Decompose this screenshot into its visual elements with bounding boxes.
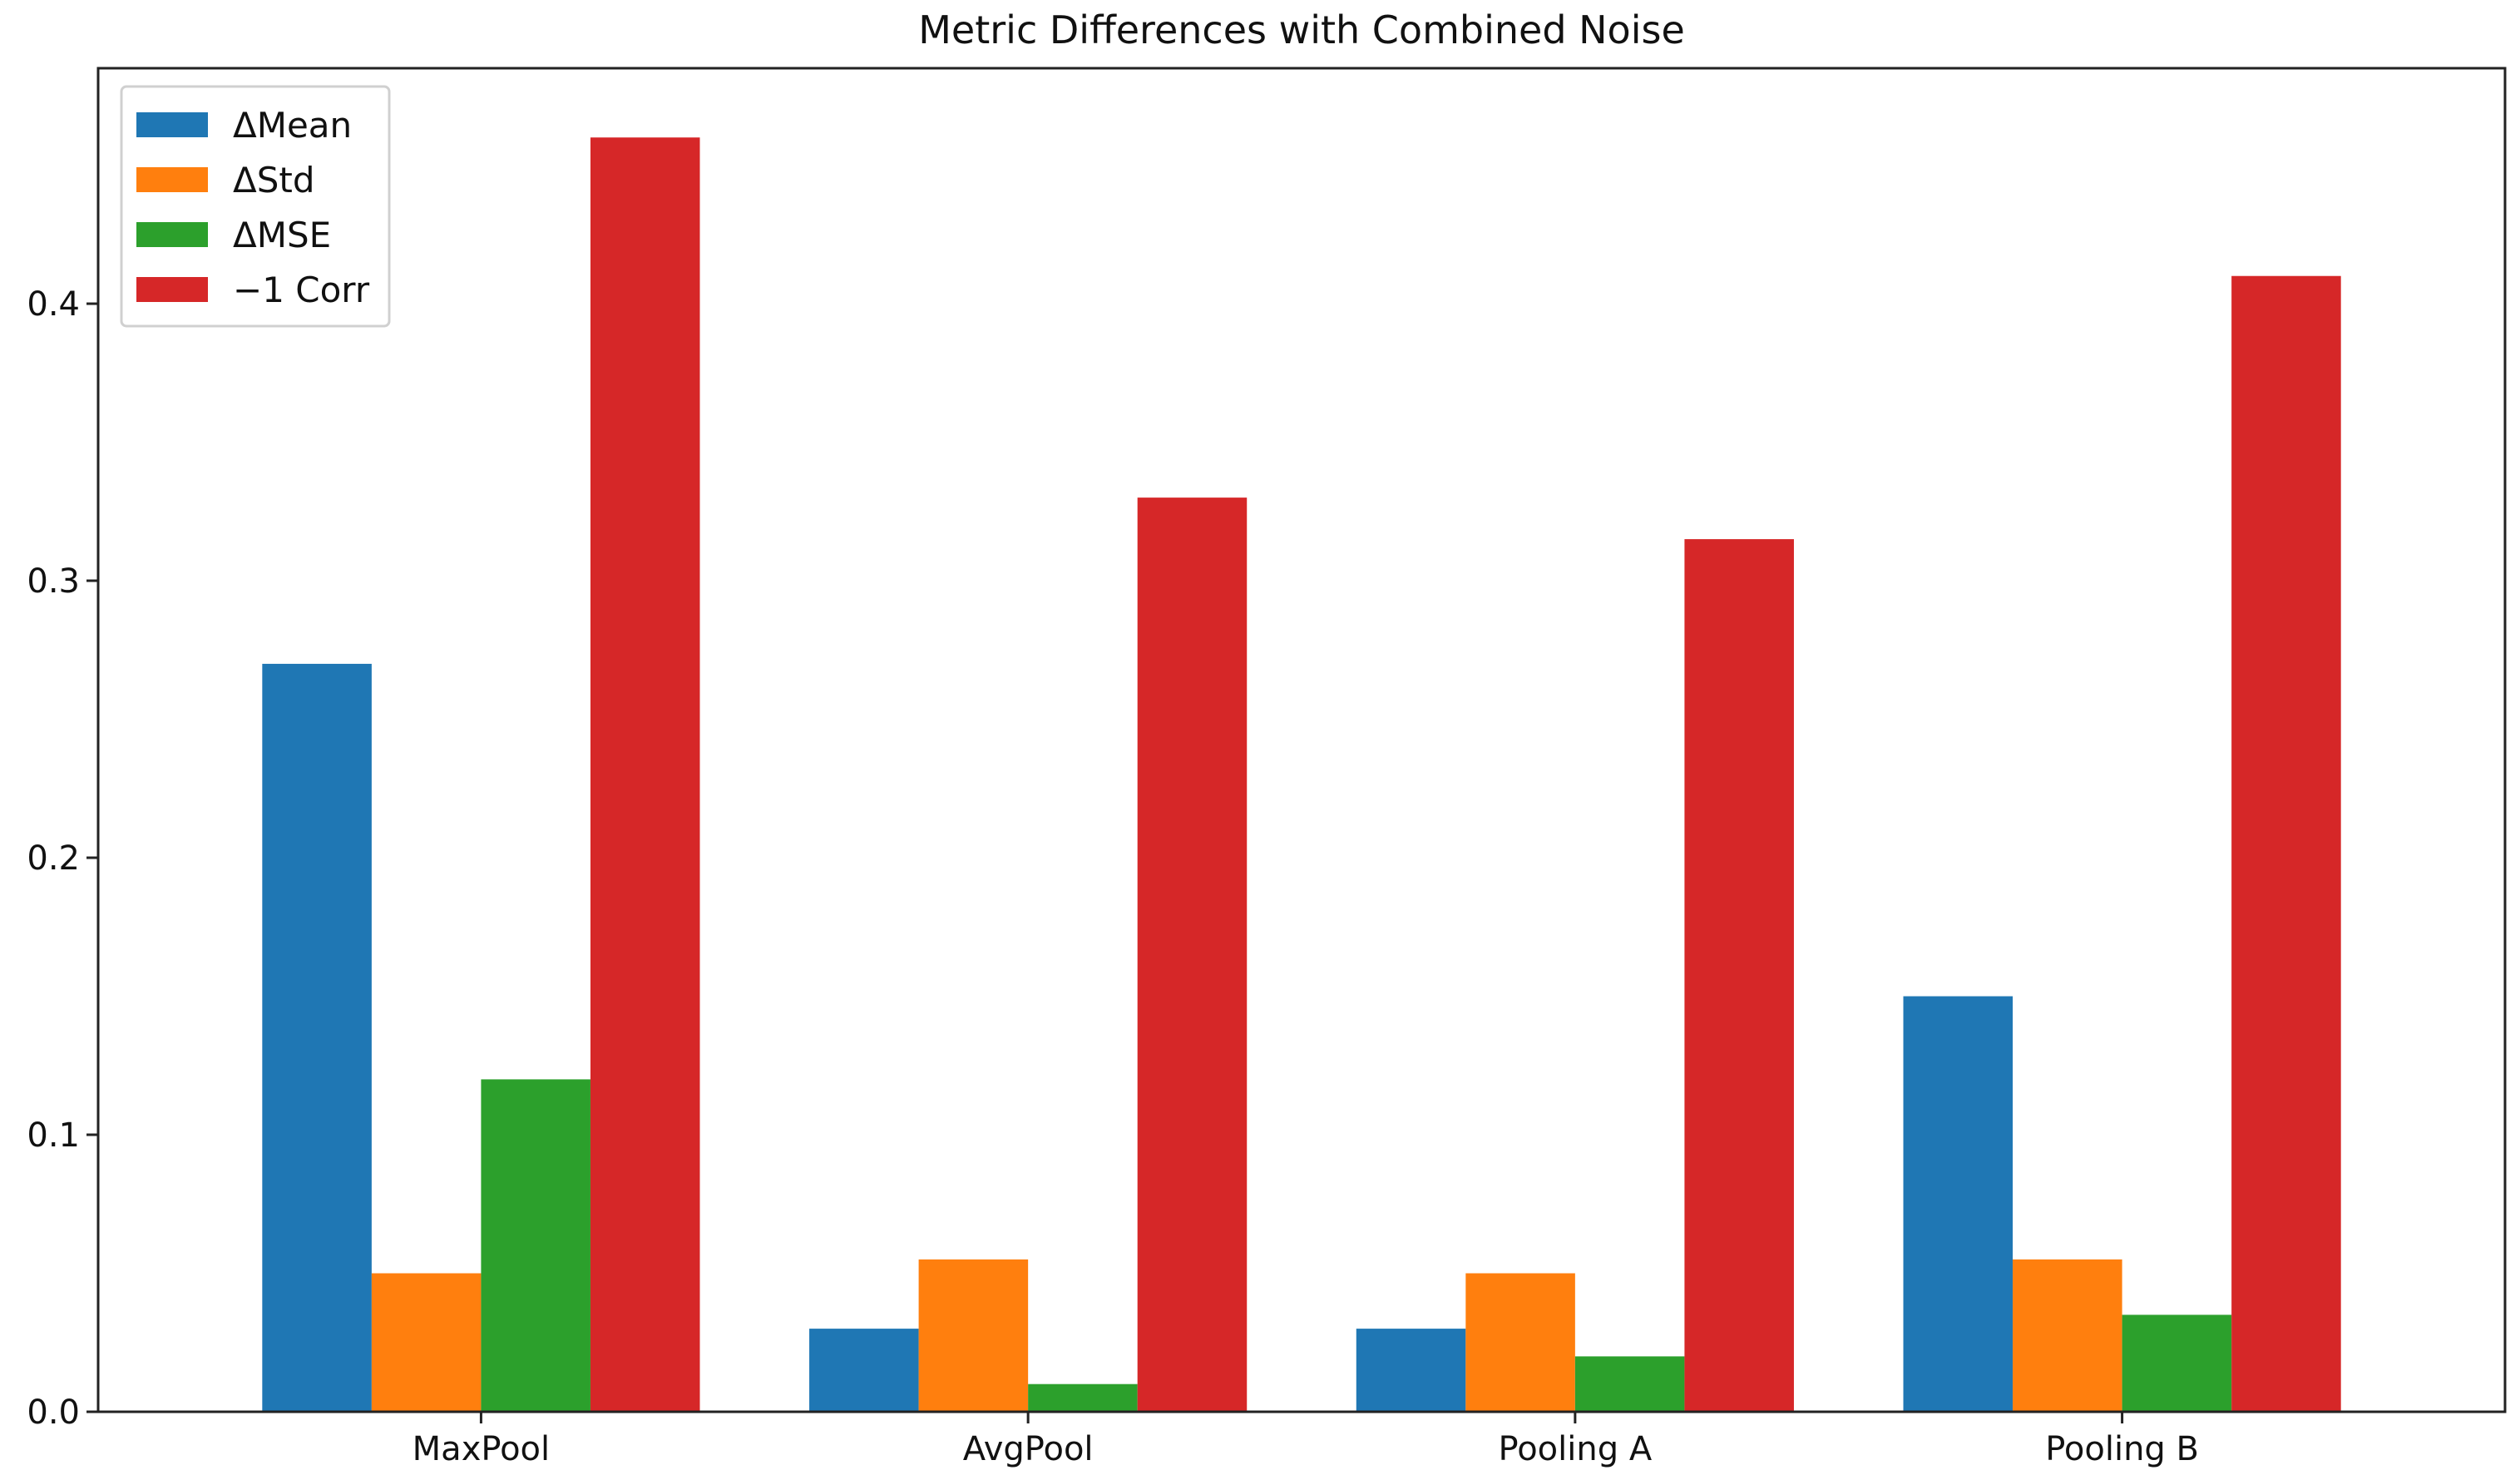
y-axis: 0.0 0.1 0.2 0.3 0.4 [27,285,98,1432]
bar-4-3 [1684,539,1794,1412]
legend: ΔMean ΔStd ΔMSE −1 Corr [120,85,391,328]
bar-1-1 [262,663,372,1412]
plot-frame [96,67,2507,1413]
bar-1-2 [809,1329,919,1412]
legend-box [120,85,391,328]
series-3 [481,1079,2232,1412]
x-tick-label: MaxPool [413,1430,550,1468]
legend-label: ΔMean [233,105,352,146]
bar-4-2 [1137,497,1248,1412]
x-tick-label: AvgPool [963,1430,1094,1468]
bar-3-2 [1028,1383,1138,1412]
legend-label: ΔMSE [233,215,331,255]
legend-label: −1 Corr [233,270,370,310]
y-tick-label: 0.1 [27,1116,80,1155]
bar-4-1 [590,137,700,1412]
y-tick-label: 0.2 [27,839,80,878]
legend-swatch [136,277,208,302]
y-tick-label: 0.0 [27,1393,80,1432]
bar-1-4 [1903,996,2014,1412]
bar-2-2 [918,1259,1029,1412]
bar-3-3 [1574,1356,1685,1412]
bar-3-4 [2122,1314,2232,1412]
legend-swatch [136,222,208,247]
bar-2-4 [2013,1259,2122,1412]
y-tick-label: 0.3 [27,562,80,601]
x-tick-label: Pooling A [1499,1430,1653,1468]
bar-3-1 [481,1079,590,1412]
legend-swatch [136,167,208,192]
x-axis: MaxPool AvgPool Pooling A Pooling B [413,1412,2199,1468]
series-1 [262,663,2014,1412]
bar-1-3 [1356,1329,1466,1412]
y-tick-label: 0.4 [27,285,80,324]
legend-swatch [136,112,208,137]
bar-2-1 [371,1273,482,1412]
x-tick-label: Pooling B [2045,1430,2199,1468]
bar-2-3 [1465,1273,1575,1412]
series-2 [371,1259,2122,1412]
bar-4-4 [2231,275,2341,1412]
chart-title: Metric Differences with Combined Noise [918,7,1685,52]
bars-layer [262,137,2341,1412]
series-4 [590,137,2341,1412]
legend-label: ΔStd [233,160,315,200]
